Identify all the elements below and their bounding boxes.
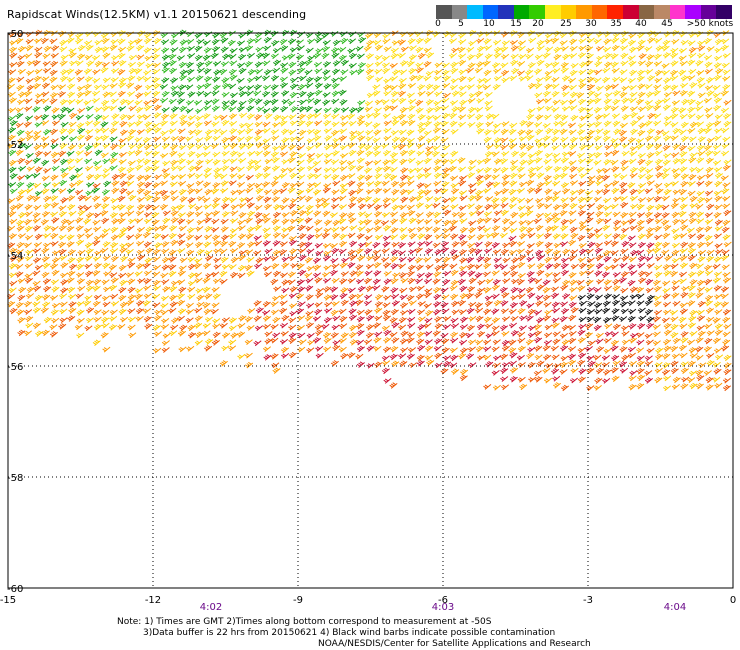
colorbar-swatch bbox=[451, 5, 468, 19]
colorbar-label: 5 bbox=[458, 19, 464, 29]
latitude-label: -54 bbox=[7, 251, 23, 262]
colorbar-swatch bbox=[622, 5, 639, 19]
latitude-label: -60 bbox=[7, 584, 23, 595]
colorbar-swatch bbox=[607, 5, 623, 19]
wind-barb-group bbox=[253, 234, 655, 384]
colorbar-label: 20 bbox=[532, 19, 544, 29]
time-label: 4:04 bbox=[664, 602, 686, 613]
longitude-label: 0 bbox=[730, 595, 736, 606]
wind-barb-group bbox=[8, 174, 732, 392]
colorbar-swatch bbox=[700, 5, 717, 19]
note-line-3: NOAA/NESDIS/Center for Satellite Applica… bbox=[318, 639, 591, 649]
colorbar-swatch bbox=[436, 5, 452, 19]
wind-barb-group bbox=[69, 30, 732, 180]
map-grid bbox=[7, 32, 734, 589]
colorbar-swatch bbox=[654, 5, 670, 19]
colorbar-label: 15 bbox=[510, 19, 522, 29]
map-border bbox=[7, 32, 734, 589]
colorbar-swatch bbox=[513, 5, 530, 19]
latitude-label: -56 bbox=[7, 362, 23, 373]
longitude-label: -12 bbox=[145, 595, 161, 606]
colorbar-label: >50 knots bbox=[686, 19, 734, 29]
latitude-label: -50 bbox=[7, 29, 23, 40]
wind-barb-group bbox=[8, 29, 67, 174]
colorbar-label: 35 bbox=[610, 19, 622, 29]
axis-labels: -50 -52 -54 -56 -58 -60-15 -12 -9 -6 -3 0 4:02 4:03 4… bbox=[0, 29, 736, 613]
colorbar-swatch bbox=[576, 5, 592, 19]
colorbar-swatch bbox=[482, 5, 499, 19]
wind-barb-group bbox=[6, 173, 732, 392]
colorbar-swatch bbox=[591, 5, 608, 19]
colorbar-swatch bbox=[498, 5, 514, 19]
colorbar-label: 45 bbox=[661, 19, 673, 29]
colorbar-swatch bbox=[545, 5, 561, 19]
colorbar-swatch bbox=[685, 5, 701, 19]
map-title: Rapidscat Winds(12.5KM) v1.1 20150621 de… bbox=[7, 8, 307, 21]
latitude-label: -52 bbox=[7, 140, 23, 151]
latitude-label: -58 bbox=[7, 473, 23, 484]
colorbar-swatch bbox=[529, 5, 546, 19]
note-line-1: Note: 1) Times are GMT 2)Times along bot… bbox=[117, 617, 492, 627]
wind-barb-group bbox=[7, 30, 366, 196]
colorbar-label: 40 bbox=[635, 19, 647, 29]
wind-barb-group bbox=[59, 29, 732, 181]
colorbar-label: 0 bbox=[435, 19, 441, 29]
wind-speed-colorbar bbox=[436, 5, 732, 19]
longitude-label: -6 bbox=[438, 595, 448, 606]
colorbar-swatch bbox=[669, 5, 686, 19]
colorbar-swatch bbox=[467, 5, 483, 19]
wind-barb-group bbox=[59, 29, 731, 181]
colorbar-swatch bbox=[716, 5, 732, 19]
colorbar-label: 10 bbox=[483, 19, 495, 29]
colorbar-label: 25 bbox=[560, 19, 572, 29]
colorbar-swatch bbox=[560, 5, 577, 19]
longitude-label: -15 bbox=[0, 595, 16, 606]
map-frame bbox=[7, 32, 734, 589]
wind-barb-group bbox=[7, 173, 732, 391]
longitude-label: -3 bbox=[583, 595, 593, 606]
wind-barbs bbox=[6, 29, 732, 392]
colorbar-label: 30 bbox=[585, 19, 597, 29]
note-line-2: 3)Data buffer is 22 hrs from 20150621 4)… bbox=[143, 628, 556, 638]
longitude-label: -9 bbox=[293, 595, 303, 606]
time-label: 4:03 bbox=[432, 602, 454, 613]
time-label: 4:02 bbox=[200, 602, 222, 613]
colorbar-swatch bbox=[638, 5, 655, 19]
wind-barb-group bbox=[577, 293, 655, 324]
